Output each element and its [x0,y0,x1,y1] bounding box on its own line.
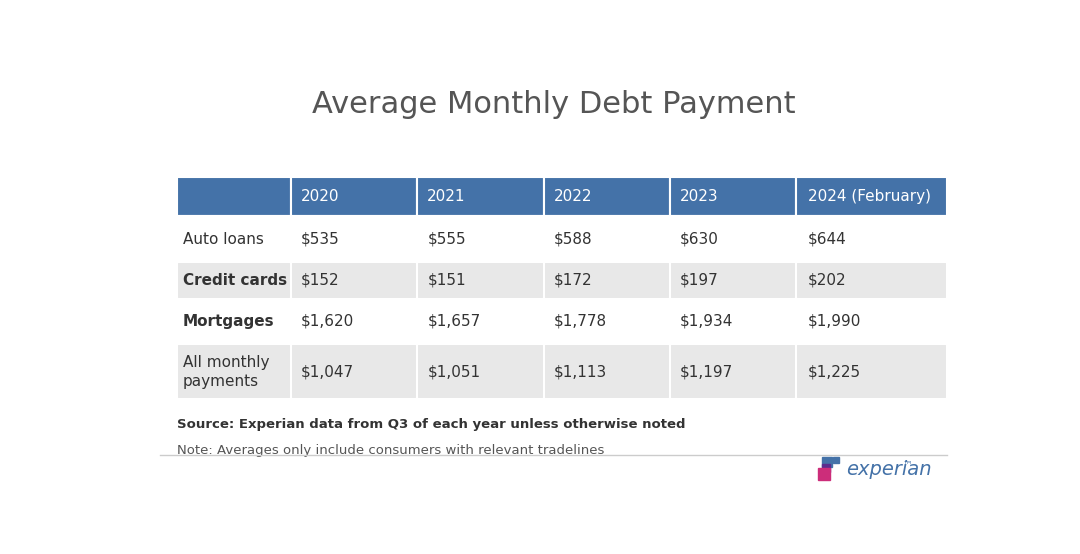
Text: $555: $555 [428,232,465,247]
Text: $1,620: $1,620 [301,314,354,329]
FancyBboxPatch shape [417,262,543,299]
Text: experian: experian [847,460,932,479]
FancyBboxPatch shape [291,216,417,262]
FancyBboxPatch shape [177,216,291,262]
FancyBboxPatch shape [177,262,291,299]
FancyBboxPatch shape [796,299,947,345]
FancyBboxPatch shape [543,345,670,399]
Text: ™: ™ [903,459,913,469]
Text: Note: Averages only include consumers with relevant tradelines: Note: Averages only include consumers wi… [177,444,604,457]
FancyBboxPatch shape [177,345,291,399]
Text: Mortgages: Mortgages [183,314,274,329]
Text: $588: $588 [554,232,592,247]
FancyBboxPatch shape [417,345,543,399]
FancyBboxPatch shape [796,177,947,216]
FancyBboxPatch shape [670,299,796,345]
FancyBboxPatch shape [177,177,291,216]
Text: Credit cards: Credit cards [183,273,286,288]
FancyBboxPatch shape [796,216,947,262]
FancyBboxPatch shape [670,216,796,262]
Text: $152: $152 [301,273,339,288]
FancyBboxPatch shape [291,177,417,216]
FancyBboxPatch shape [796,262,947,299]
Text: Source: Experian data from Q3 of each year unless otherwise noted: Source: Experian data from Q3 of each ye… [177,418,686,432]
Text: All monthly
payments: All monthly payments [183,355,269,388]
Text: 2021: 2021 [428,189,465,204]
Text: $151: $151 [428,273,465,288]
FancyBboxPatch shape [291,262,417,299]
FancyBboxPatch shape [417,299,543,345]
Text: $1,990: $1,990 [808,314,862,329]
Text: $197: $197 [680,273,718,288]
Text: $172: $172 [554,273,592,288]
Text: $644: $644 [808,232,847,247]
Text: 2023: 2023 [680,189,718,204]
FancyBboxPatch shape [543,177,670,216]
Text: Auto loans: Auto loans [183,232,264,247]
Text: $1,051: $1,051 [428,365,481,379]
Text: 2022: 2022 [554,189,592,204]
Text: $1,225: $1,225 [808,365,862,379]
Text: $1,113: $1,113 [554,365,607,379]
FancyBboxPatch shape [796,345,947,399]
FancyBboxPatch shape [670,345,796,399]
Text: $202: $202 [808,273,847,288]
Text: 2020: 2020 [301,189,339,204]
Text: $535: $535 [301,232,340,247]
FancyBboxPatch shape [417,216,543,262]
Text: $630: $630 [680,232,719,247]
FancyBboxPatch shape [543,262,670,299]
Text: $1,047: $1,047 [301,365,354,379]
FancyBboxPatch shape [291,345,417,399]
Text: $1,197: $1,197 [680,365,733,379]
Text: 2024 (February): 2024 (February) [808,189,931,204]
Text: Average Monthly Debt Payment: Average Monthly Debt Payment [312,90,795,119]
FancyBboxPatch shape [417,177,543,216]
FancyBboxPatch shape [291,299,417,345]
FancyBboxPatch shape [670,177,796,216]
FancyBboxPatch shape [177,299,291,345]
FancyBboxPatch shape [543,299,670,345]
Text: $1,778: $1,778 [554,314,607,329]
FancyBboxPatch shape [543,216,670,262]
Text: $1,657: $1,657 [428,314,481,329]
Text: $1,934: $1,934 [680,314,733,329]
FancyBboxPatch shape [670,262,796,299]
